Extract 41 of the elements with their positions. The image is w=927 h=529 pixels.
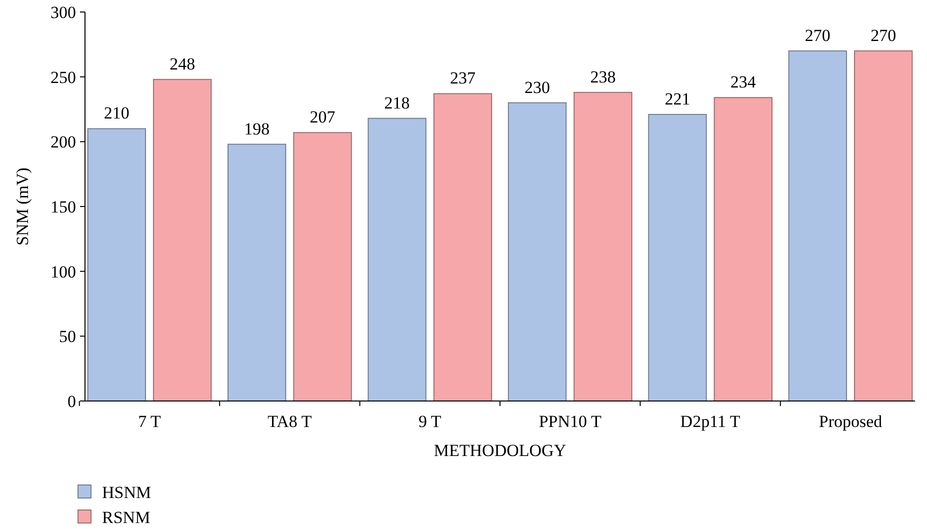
bar <box>87 128 146 402</box>
y-tick-label: 200 <box>50 132 76 152</box>
y-tick-label: 50 <box>59 327 76 346</box>
data-label: 230 <box>524 78 550 97</box>
x-tick-label: Proposed <box>818 412 883 431</box>
data-label: 248 <box>170 54 196 74</box>
y-tick-label: 250 <box>50 68 76 87</box>
data-label: 234 <box>730 72 756 92</box>
data-label: 198 <box>244 119 270 138</box>
y-tick-label: 300 <box>50 2 76 22</box>
bar <box>368 118 426 402</box>
x-axis-title: METHODOLOGY <box>434 441 566 460</box>
x-tick-label: PPN10 T <box>538 412 602 431</box>
data-label: 270 <box>804 26 830 45</box>
y-tick-label: 0 <box>68 392 76 411</box>
data-label: 221 <box>664 89 690 108</box>
x-tick-label: 9 T <box>418 412 442 431</box>
data-label: 270 <box>870 26 896 45</box>
data-label: 207 <box>310 108 336 127</box>
bar <box>152 78 212 402</box>
bar <box>508 102 567 402</box>
y-tick-label: 150 <box>50 197 76 216</box>
bar <box>293 132 352 402</box>
bar <box>648 114 707 402</box>
x-tick-label: D2p11 T <box>680 412 741 431</box>
bar <box>788 50 848 402</box>
x-tick-label: 7 T <box>138 412 162 431</box>
y-axis-title: SNM (mV) <box>13 168 32 246</box>
bar <box>228 144 286 402</box>
bar <box>714 97 772 402</box>
data-label: 238 <box>590 67 616 86</box>
bar <box>854 50 913 402</box>
bar <box>433 93 492 402</box>
data-label: 218 <box>384 93 410 112</box>
data-label: 210 <box>104 104 130 123</box>
legend-label: HSNM <box>102 482 152 502</box>
data-label: 237 <box>450 68 476 88</box>
bar <box>574 92 632 402</box>
y-tick-label: 100 <box>50 262 76 282</box>
legend-label: RSNM <box>102 508 150 527</box>
x-tick-label: TA8 T <box>268 412 312 431</box>
